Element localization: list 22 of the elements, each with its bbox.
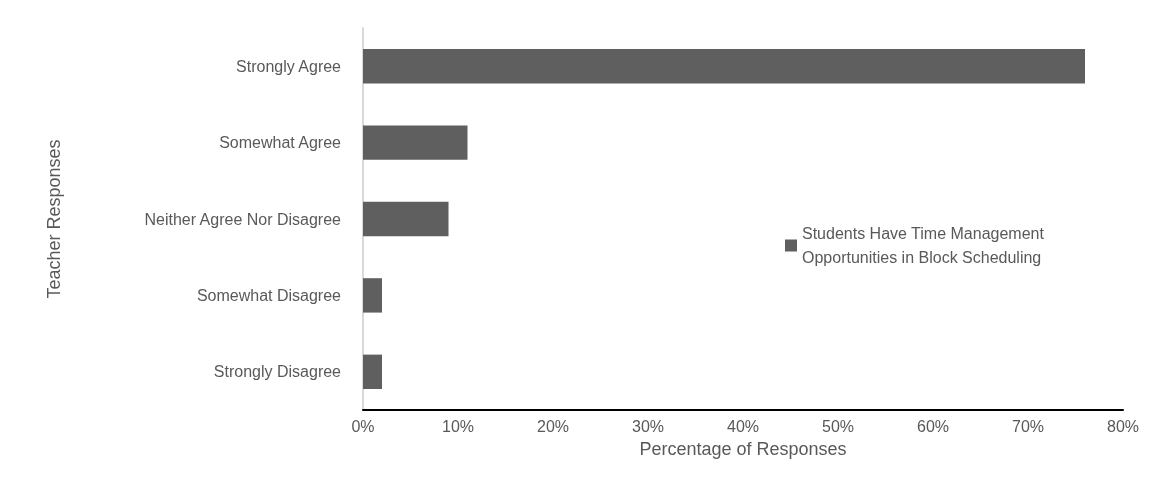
x-tick-label: 10% bbox=[441, 417, 475, 435]
x-tick-label: 30% bbox=[631, 417, 665, 435]
bar bbox=[363, 201, 449, 237]
x-tick-label: 40% bbox=[726, 417, 760, 435]
x-tick-label: 50% bbox=[821, 417, 855, 435]
bar bbox=[363, 125, 468, 160]
y-tick-label: Neither Agree Nor Disagree bbox=[144, 210, 342, 228]
y-tick-label: Somewhat Agree bbox=[219, 134, 342, 152]
x-tick-label: 0% bbox=[351, 417, 375, 435]
x-tick-label: 20% bbox=[536, 417, 570, 435]
x-tick-label: 70% bbox=[1011, 417, 1045, 435]
bar bbox=[363, 49, 1085, 84]
x-tick-label: 60% bbox=[916, 417, 950, 435]
y-axis-title: Teacher Responses bbox=[44, 139, 64, 299]
y-tick-label: Somewhat Disagree bbox=[196, 286, 342, 304]
x-axis-title: Percentage of Responses bbox=[639, 439, 847, 459]
y-tick-label: Strongly Disagree bbox=[213, 363, 342, 381]
x-tick-label: 80% bbox=[1106, 417, 1140, 435]
legend-label: Students Have Time Management Opportunities in Block Scheduling bbox=[802, 225, 1049, 266]
bar bbox=[363, 354, 382, 389]
y-tick-label: Strongly Agree bbox=[236, 57, 342, 75]
bar bbox=[363, 278, 382, 313]
